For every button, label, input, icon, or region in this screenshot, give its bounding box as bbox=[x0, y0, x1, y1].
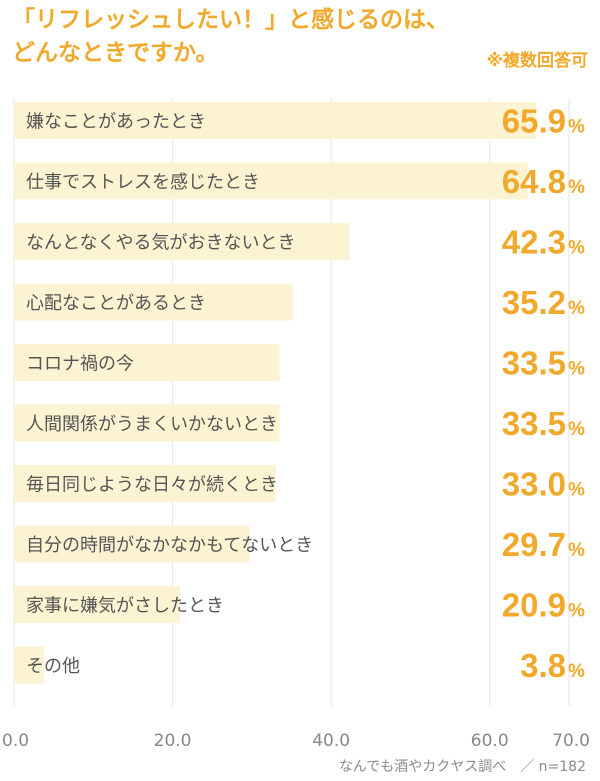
x-tick-label: 40.0 bbox=[312, 731, 350, 751]
value-label: 29.7 bbox=[502, 526, 566, 563]
chart-title: 「リフレッシュしたい！」と感じるのは、 どんなときですか。 bbox=[12, 4, 449, 70]
category-label: 家事に嫌気がさしたとき bbox=[26, 596, 224, 617]
value-unit: % bbox=[568, 238, 585, 259]
bar bbox=[14, 525, 250, 563]
title-line-2: どんなときですか。 bbox=[12, 40, 219, 66]
bar bbox=[14, 344, 280, 381]
category-label: なんとなくやる気がおきないとき bbox=[26, 233, 295, 254]
value-unit: % bbox=[568, 480, 585, 501]
category-label: 嫌なことがあったとき bbox=[26, 112, 206, 133]
value-unit: % bbox=[568, 661, 585, 682]
bar bbox=[14, 162, 528, 200]
value-label: 3.8 bbox=[520, 647, 566, 684]
value-label: 42.3 bbox=[502, 224, 566, 261]
bar bbox=[14, 283, 294, 321]
value-unit: % bbox=[568, 359, 585, 380]
bar bbox=[14, 223, 350, 260]
category-label: コロナ禍の今 bbox=[26, 354, 134, 375]
category-label: 仕事でストレスを感じたとき bbox=[26, 172, 260, 193]
category-label: 毎日同じような日々が続くとき bbox=[26, 475, 278, 496]
x-tick-label: 0.0 bbox=[2, 731, 29, 751]
bar bbox=[14, 404, 280, 442]
value-unit: % bbox=[568, 419, 585, 440]
value-label: 65.9 bbox=[502, 103, 566, 140]
value-label: 33.5 bbox=[502, 405, 566, 442]
value-label: 20.9 bbox=[502, 587, 566, 624]
bar bbox=[14, 465, 276, 502]
value-label: 33.5 bbox=[502, 345, 566, 382]
category-label: 自分の時間がなかなかもてないとき bbox=[26, 535, 313, 556]
x-tick-label: 70.0 bbox=[552, 731, 590, 751]
value-unit: % bbox=[568, 540, 585, 561]
value-unit: % bbox=[568, 601, 585, 622]
x-tick-label: 20.0 bbox=[154, 731, 192, 751]
multiple-answer-note: ※複数回答可 bbox=[486, 51, 588, 71]
value-label: 35.2 bbox=[502, 284, 566, 321]
value-unit: % bbox=[568, 177, 585, 198]
category-label: 人間関係がうまくいかないとき bbox=[26, 414, 278, 435]
value-unit: % bbox=[568, 117, 585, 138]
value-unit: % bbox=[568, 298, 585, 319]
x-tick-label: 60.0 bbox=[471, 731, 509, 751]
bar bbox=[14, 102, 537, 139]
category-label: 心配なことがあるとき bbox=[26, 293, 206, 314]
source-note: なんでも酒やカクヤス調べ ／ n=182 bbox=[338, 759, 586, 775]
category-label: その他 bbox=[26, 656, 80, 677]
value-label: 64.8 bbox=[502, 163, 566, 200]
title-line-1: 「リフレッシュしたい！」と感じるのは、 bbox=[12, 7, 449, 33]
value-label: 33.0 bbox=[502, 466, 566, 503]
bar bbox=[14, 586, 180, 623]
bar bbox=[14, 646, 45, 684]
